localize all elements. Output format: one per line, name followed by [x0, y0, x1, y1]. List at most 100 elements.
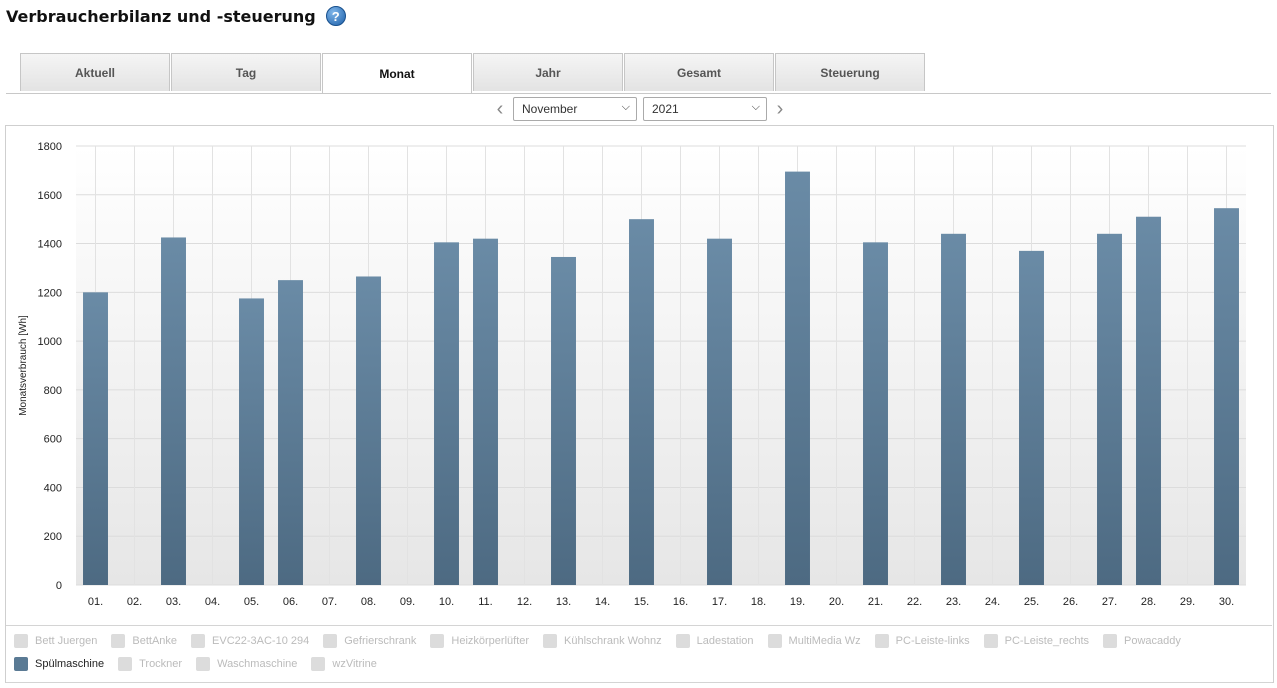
legend-item[interactable]: Heizkörperlüfter	[430, 634, 529, 648]
y-tick-label: 200	[44, 531, 62, 543]
year-select[interactable]: 2021 ⌵	[643, 97, 767, 121]
bar-27	[1097, 233, 1122, 586]
x-tick-label: 29.	[1180, 596, 1195, 608]
x-tick-label: 07.	[322, 596, 337, 608]
monthly-consumption-chart: 0 200 400 600 800 1000 1200 1400 1600 1800 01. 02. 0…	[18, 141, 1246, 608]
legend-item[interactable]: Powacaddy	[1103, 634, 1181, 648]
legend-item[interactable]: BettAnke	[111, 634, 177, 648]
legend-item[interactable]: wzVitrine	[311, 657, 377, 671]
chart-panel: 0 200 400 600 800 1000 1200 1400 1600 1800 01. 02. 0…	[5, 125, 1274, 683]
x-tick-label: 11.	[478, 596, 492, 608]
bar-17	[707, 238, 732, 585]
tab-jahr[interactable]: Jahr	[473, 53, 623, 91]
x-tick-label: 21.	[868, 596, 883, 608]
legend-label: Ladestation	[696, 635, 754, 647]
legend-item[interactable]: Waschmaschine	[196, 657, 297, 671]
bar-21	[863, 242, 888, 585]
bar-13	[551, 256, 576, 585]
x-tick-label: 19.	[790, 596, 805, 608]
legend-swatch	[543, 634, 558, 648]
x-tick-label: 12.	[517, 596, 532, 608]
legend-label: MultiMedia Wz	[788, 635, 861, 647]
x-tick-label: 26.	[1063, 596, 1078, 608]
legend-item[interactable]: Trockner	[118, 657, 182, 671]
bar-25	[1019, 250, 1044, 585]
next-arrow-icon[interactable]: ›	[776, 97, 784, 120]
legend-swatch	[430, 634, 445, 648]
y-tick-label: 1600	[38, 190, 62, 202]
tab-tag[interactable]: Tag	[171, 53, 321, 91]
bar-23	[941, 233, 966, 586]
legend-item[interactable]: PC-Leiste_rechts	[983, 634, 1090, 648]
y-tick-label: 1400	[38, 239, 62, 251]
x-tick-label: 14.	[595, 596, 610, 608]
x-tick-label: 17.	[712, 596, 727, 608]
x-tick-label: 16.	[673, 596, 688, 608]
bar-08	[356, 276, 381, 585]
x-tick-label: 23.	[946, 596, 961, 608]
legend-item[interactable]: Kühlschrank Wohnz	[543, 634, 662, 648]
y-tick-label: 1200	[38, 287, 62, 299]
legend-label: Gefrierschrank	[344, 635, 417, 647]
bar-03	[161, 237, 186, 585]
x-tick-label: 15.	[634, 596, 649, 608]
x-tick-label: 18.	[751, 596, 766, 608]
bar-30	[1214, 208, 1239, 586]
legend-swatch	[767, 634, 782, 648]
tab-monat[interactable]: Monat	[322, 53, 472, 93]
legend-label: Powacaddy	[1124, 635, 1181, 647]
bar-28	[1136, 216, 1161, 585]
title-row: Verbraucherbilanz und -steuerung ?	[6, 4, 346, 28]
x-tick-label: 20.	[829, 596, 844, 608]
bar-19	[785, 171, 810, 585]
legend-swatch	[111, 634, 126, 648]
legend-item[interactable]: PC-Leiste-links	[874, 634, 970, 648]
chevron-down-icon: ⌵	[751, 101, 760, 113]
x-tick-label: 27.	[1102, 596, 1117, 608]
x-tick-label: 24.	[985, 596, 1000, 608]
x-tick-label: 03.	[166, 596, 181, 608]
plot-background	[76, 146, 1246, 585]
legend-item[interactable]: EVC22-3AC-10 294	[191, 634, 309, 648]
x-tick-label: 30.	[1219, 596, 1234, 608]
legend-label: Heizkörperlüfter	[451, 635, 530, 647]
legend-swatch	[675, 634, 690, 648]
legend-label: wzVitrine	[332, 658, 377, 670]
legend-label: EVC22-3AC-10 294	[212, 635, 310, 647]
legend-item[interactable]: MultiMedia Wz	[767, 634, 861, 648]
bar-15	[629, 219, 654, 585]
legend-row: Bett Juergen BettAnke EVC22-3AC-10 294 Gefr…	[14, 631, 1195, 651]
legend-item[interactable]: Spülmaschine	[14, 657, 104, 671]
legend-swatch	[874, 634, 889, 648]
legend-item[interactable]: Bett Juergen	[14, 634, 97, 648]
legend-label: PC-Leiste-links	[895, 635, 970, 647]
tab-steuerung[interactable]: Steuerung	[775, 53, 925, 91]
legend-swatch	[14, 634, 28, 648]
x-tick-label: 01.	[88, 596, 103, 608]
x-tick-label: 02.	[127, 596, 142, 608]
x-tick-label: 09.	[400, 596, 415, 608]
bar-05	[239, 298, 264, 585]
legend-item[interactable]: Gefrierschrank	[323, 634, 416, 648]
year-select-value: 2021	[652, 102, 679, 116]
bar-06	[278, 280, 303, 585]
legend: Bett Juergen BettAnke EVC22-3AC-10 294 Gefr…	[6, 625, 1272, 683]
help-icon[interactable]: ?	[325, 6, 346, 26]
x-tick-label: 28.	[1141, 596, 1156, 608]
month-select[interactable]: November ⌵	[513, 97, 637, 121]
tab-aktuell[interactable]: Aktuell	[20, 53, 170, 91]
legend-label: PC-Leiste_rechts	[1004, 635, 1090, 647]
legend-label: Waschmaschine	[217, 658, 298, 670]
y-tick-label: 0	[56, 580, 62, 592]
y-tick-label: 600	[44, 434, 62, 446]
x-tick-label: 10.	[439, 596, 454, 608]
x-tick-label: 08.	[361, 596, 376, 608]
legend-label: Trockner	[139, 658, 183, 670]
previous-arrow-icon[interactable]: ‹	[496, 97, 504, 120]
tab-gesamt[interactable]: Gesamt	[624, 53, 774, 91]
legend-item[interactable]: Ladestation	[675, 634, 754, 648]
bar-10	[434, 242, 459, 585]
chevron-down-icon: ⌵	[621, 101, 630, 113]
legend-label: Bett Juergen	[35, 635, 98, 647]
legend-swatch	[118, 657, 133, 671]
